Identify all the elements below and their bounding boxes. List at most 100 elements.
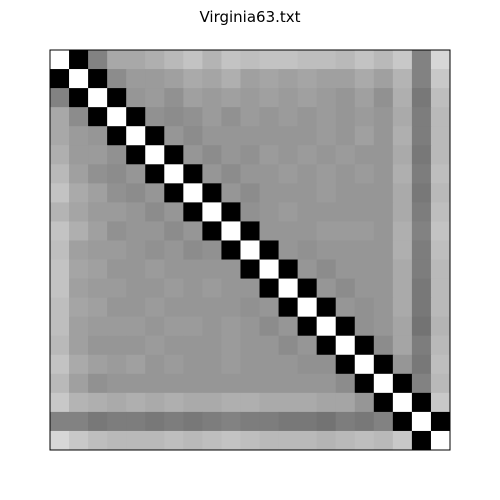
heatmap-cell	[88, 202, 108, 222]
heatmap-cell	[164, 88, 184, 108]
heatmap-cell	[411, 126, 432, 146]
heatmap-cell	[126, 259, 146, 280]
heatmap-cell	[297, 88, 318, 108]
heatmap-cell	[221, 69, 241, 89]
heatmap-cell	[126, 392, 146, 413]
heatmap-cell	[392, 50, 413, 70]
heatmap-cell	[430, 50, 451, 70]
heatmap-cell	[297, 164, 318, 184]
heatmap-cell	[50, 202, 70, 222]
heatmap-cell	[392, 335, 413, 356]
heatmap-cell	[164, 430, 184, 451]
heatmap-cell	[392, 107, 413, 127]
heatmap-cell	[259, 430, 280, 451]
heatmap-cell	[297, 354, 318, 375]
heatmap-cell	[354, 88, 375, 108]
heatmap-cell	[373, 278, 394, 299]
heatmap-cell	[202, 164, 222, 184]
heatmap-cell	[392, 69, 413, 89]
heatmap-cell	[373, 335, 394, 356]
heatmap-cell	[183, 354, 203, 375]
heatmap-cell	[354, 240, 375, 261]
heatmap-cell	[183, 316, 203, 337]
chart-title: Virginia63.txt	[199, 8, 301, 26]
heatmap-cell	[145, 392, 165, 413]
heatmap-cell	[50, 259, 70, 280]
heatmap-cell	[145, 430, 165, 451]
heatmap-cell	[354, 297, 375, 318]
heatmap-cell	[164, 164, 184, 184]
heatmap-cell	[107, 335, 127, 356]
heatmap-cell	[183, 164, 203, 184]
heatmap-cell	[183, 259, 203, 280]
heatmap-cell	[278, 69, 299, 89]
heatmap-cell	[145, 411, 165, 432]
heatmap-cell	[297, 50, 318, 70]
heatmap-cell	[373, 297, 394, 318]
heatmap-cell	[183, 69, 203, 89]
heatmap-cell	[69, 316, 89, 337]
heatmap-cell	[183, 126, 203, 146]
heatmap-cell	[278, 164, 299, 184]
heatmap-cell	[316, 240, 337, 261]
heatmap-cell	[392, 354, 413, 375]
heatmap-cell	[354, 107, 375, 127]
heatmap-cell	[88, 183, 108, 203]
heatmap-cell	[373, 164, 394, 184]
heatmap-cell	[126, 354, 146, 375]
heatmap-cell	[316, 392, 337, 413]
heatmap-cell	[88, 392, 108, 413]
heatmap-cell	[392, 164, 413, 184]
heatmap-cell	[392, 126, 413, 146]
heatmap-cell	[259, 259, 280, 280]
heatmap-cell	[69, 259, 89, 280]
heatmap-cell	[373, 88, 394, 108]
heatmap-cell	[278, 88, 299, 108]
heatmap-cell	[411, 164, 432, 184]
heatmap-cell	[107, 297, 127, 318]
heatmap-cell	[183, 335, 203, 356]
heatmap-cell	[164, 297, 184, 318]
heatmap-cell	[297, 430, 318, 451]
heatmap-cell	[202, 221, 222, 241]
heatmap-cell	[259, 183, 280, 203]
heatmap-cell	[259, 297, 280, 318]
heatmap-cell	[335, 107, 356, 127]
heatmap-cell	[221, 202, 241, 222]
heatmap-cell	[202, 50, 222, 70]
heatmap-cell	[392, 183, 413, 203]
heatmap-cell	[221, 259, 241, 280]
heatmap-cell	[145, 183, 165, 203]
heatmap-cell	[69, 183, 89, 203]
heatmap-cell	[335, 240, 356, 261]
heatmap-cell	[316, 69, 337, 89]
heatmap-cell	[126, 335, 146, 356]
heatmap-cell	[240, 240, 261, 261]
heatmap-cell	[297, 392, 318, 413]
heatmap-cell	[50, 240, 70, 261]
heatmap-cell	[316, 373, 337, 394]
heatmap-cell	[278, 373, 299, 394]
heatmap-cell	[335, 297, 356, 318]
heatmap-cell	[430, 392, 451, 413]
heatmap-cell	[354, 354, 375, 375]
heatmap-cell	[202, 392, 222, 413]
heatmap-cell	[373, 316, 394, 337]
heatmap-cell	[88, 354, 108, 375]
heatmap-cell	[259, 88, 280, 108]
heatmap-cell	[240, 107, 261, 127]
heatmap-cell	[430, 297, 451, 318]
heatmap-cell	[88, 69, 108, 89]
heatmap-cell	[221, 278, 241, 299]
heatmap-cell	[430, 202, 451, 222]
heatmap-cell	[202, 259, 222, 280]
heatmap-cell	[202, 145, 222, 165]
heatmap-cell	[107, 164, 127, 184]
heatmap-cell	[354, 430, 375, 451]
heatmap-cell	[278, 354, 299, 375]
heatmap-cell	[335, 88, 356, 108]
heatmap-cell	[221, 335, 241, 356]
heatmap-cell	[202, 278, 222, 299]
heatmap-cell	[259, 335, 280, 356]
